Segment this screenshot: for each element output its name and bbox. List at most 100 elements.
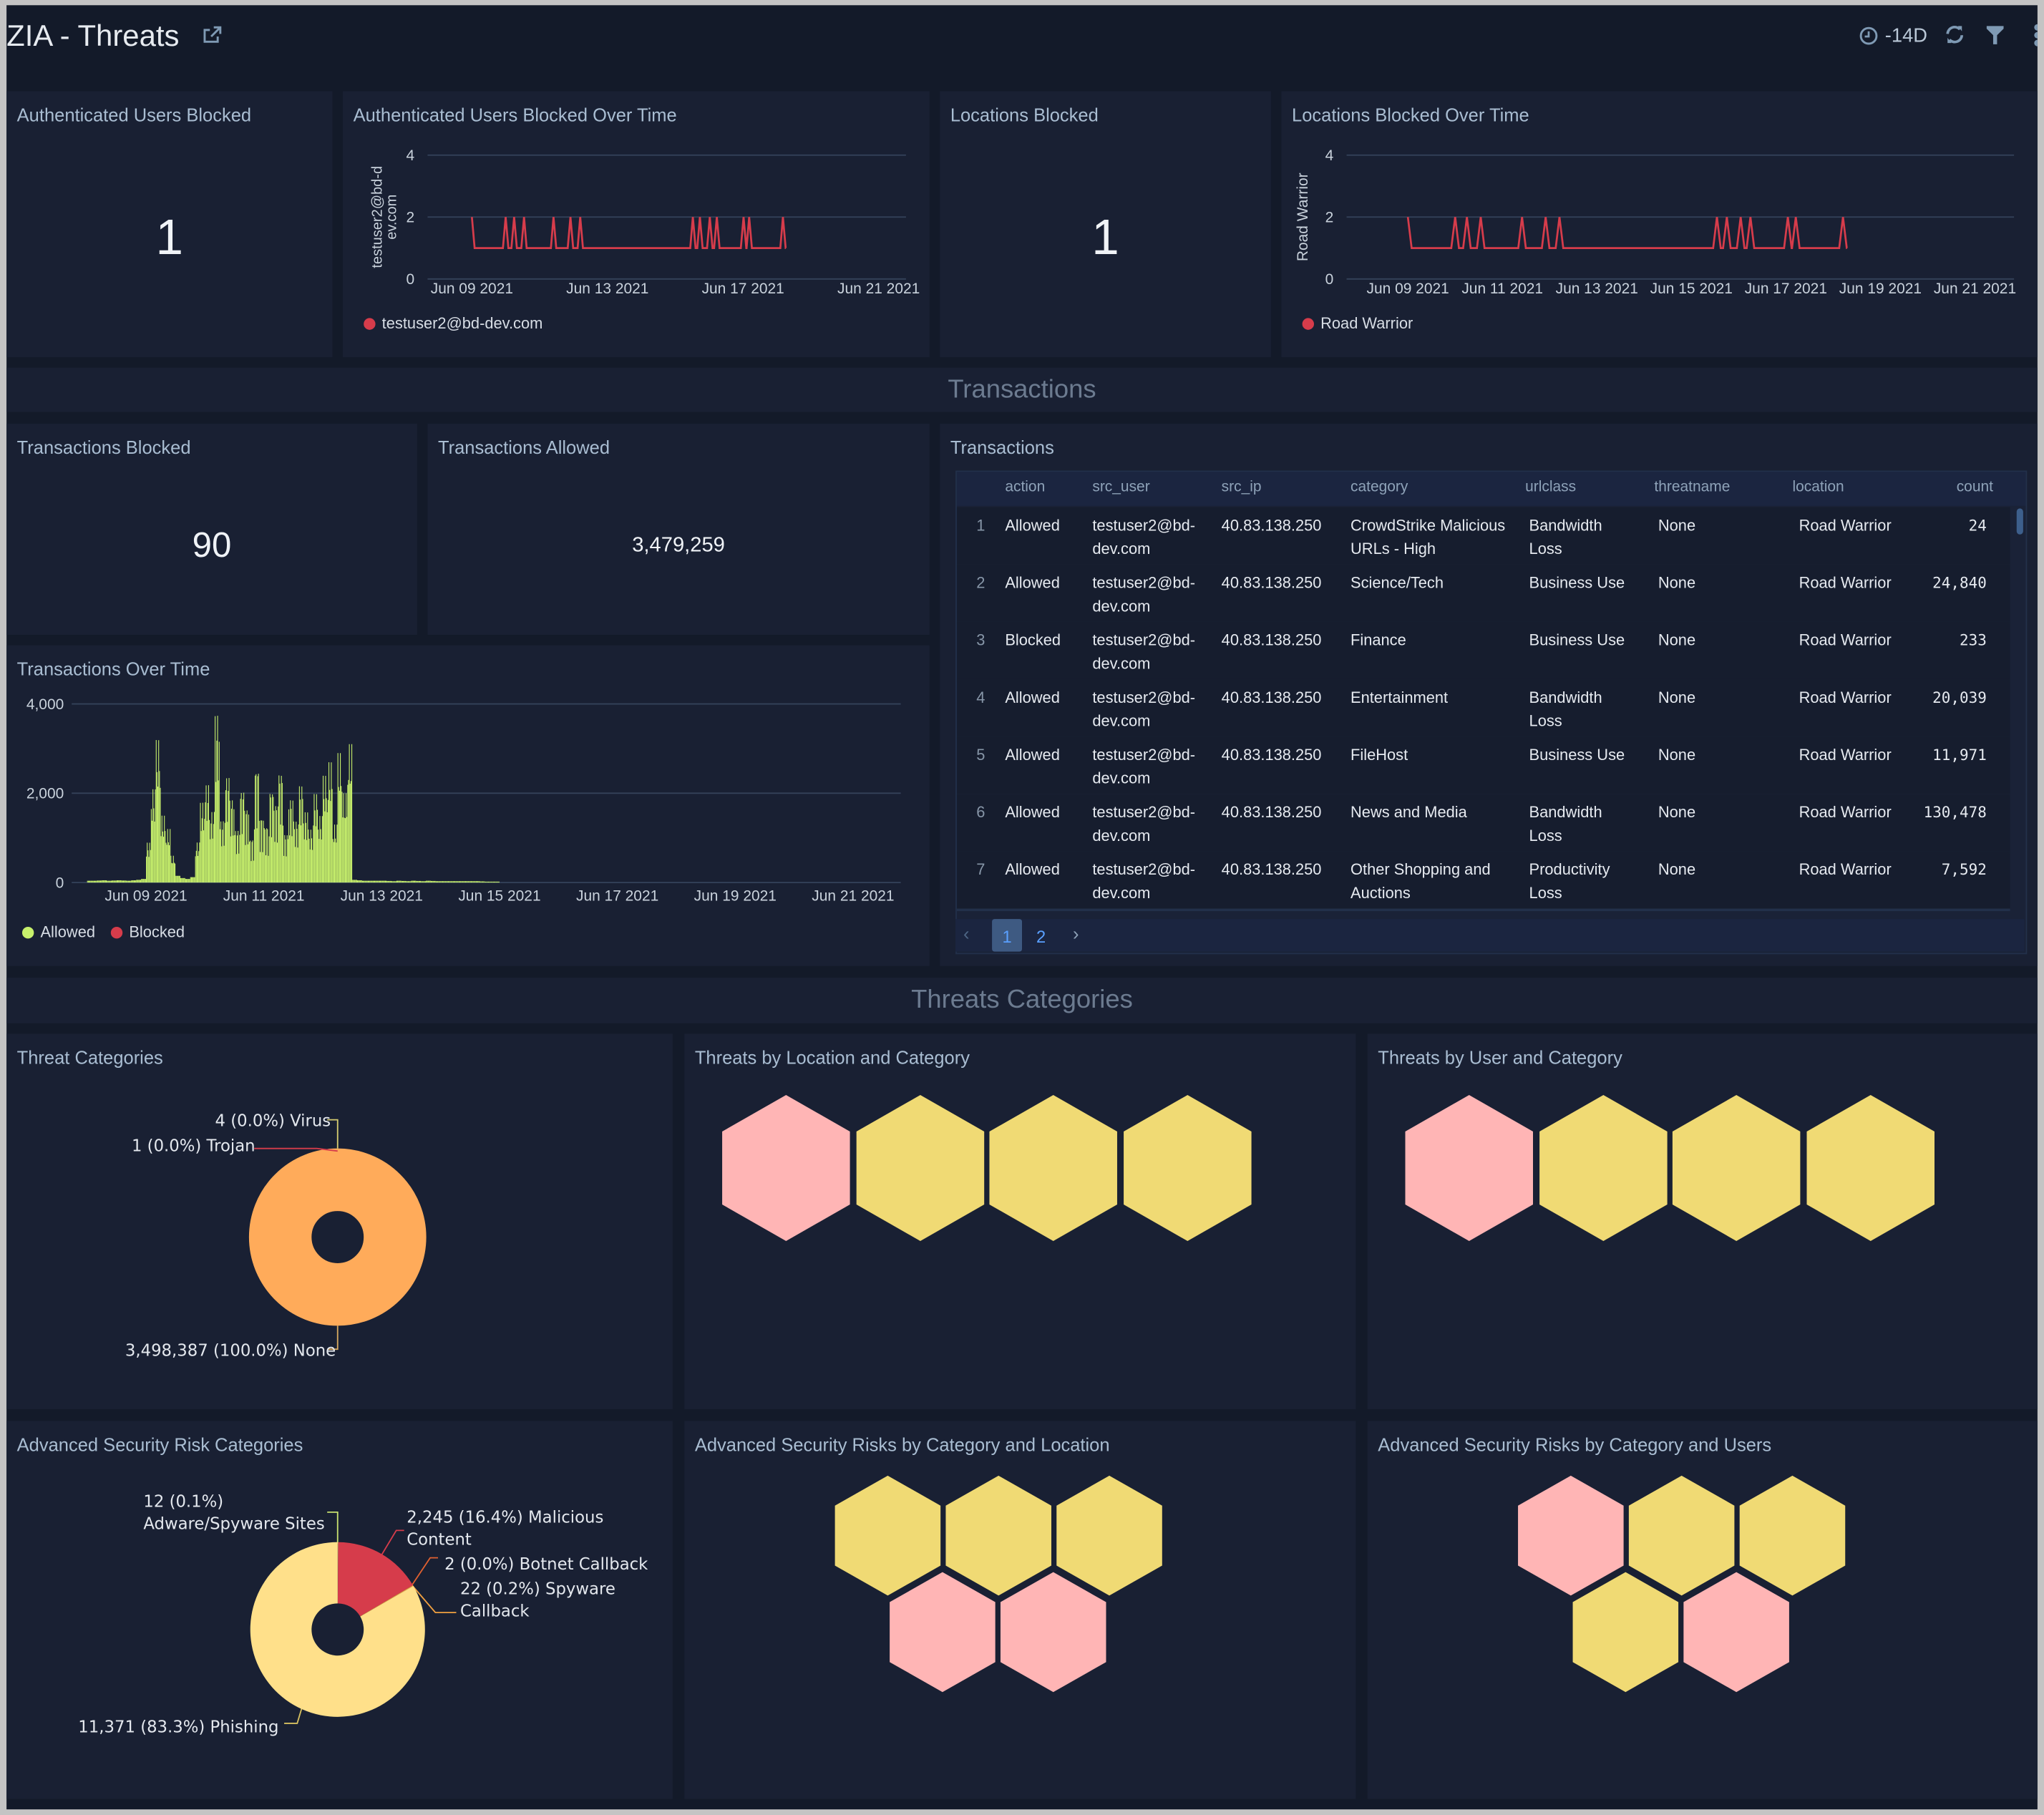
bar-allowed[interactable]	[266, 828, 268, 883]
bar-allowed[interactable]	[285, 839, 286, 883]
bar-allowed[interactable]	[404, 880, 406, 883]
bar-allowed[interactable]	[314, 810, 316, 883]
bar-allowed[interactable]	[374, 880, 376, 883]
bar-allowed[interactable]	[96, 880, 97, 883]
bar-allowed[interactable]	[182, 877, 184, 883]
bar-allowed[interactable]	[286, 835, 288, 883]
bar-allowed[interactable]	[162, 831, 163, 883]
bar-allowed[interactable]	[312, 850, 313, 883]
bar-allowed[interactable]	[361, 880, 363, 883]
bar-allowed[interactable]	[273, 810, 275, 883]
bar-allowed[interactable]	[152, 789, 154, 883]
bar-allowed[interactable]	[452, 881, 454, 883]
bar-allowed[interactable]	[169, 845, 170, 883]
bar-allowed[interactable]	[167, 842, 169, 883]
bar-allowed[interactable]	[101, 880, 102, 883]
bar-allowed[interactable]	[255, 775, 256, 883]
bar-allowed[interactable]	[293, 821, 294, 883]
bar-allowed[interactable]	[146, 856, 147, 883]
legend-item[interactable]: testuser2@bd-dev.com	[364, 314, 542, 332]
bar-allowed[interactable]	[341, 792, 343, 883]
bar-allowed[interactable]	[352, 880, 354, 883]
bar-allowed[interactable]	[92, 880, 93, 883]
bar-allowed[interactable]	[127, 880, 128, 883]
bar-allowed[interactable]	[193, 877, 195, 883]
bar-allowed[interactable]	[309, 849, 311, 883]
hexagon-cell[interactable]	[1056, 1475, 1162, 1596]
bar-allowed[interactable]	[456, 881, 457, 883]
bar-allowed[interactable]	[290, 800, 291, 883]
bar-allowed[interactable]	[464, 881, 465, 883]
bar-allowed[interactable]	[389, 880, 391, 883]
bar-allowed[interactable]	[206, 820, 208, 883]
bar-allowed[interactable]	[246, 810, 248, 883]
bar-allowed[interactable]	[414, 880, 416, 883]
bar-allowed[interactable]	[140, 880, 142, 883]
bar-allowed[interactable]	[236, 835, 238, 883]
more-icon[interactable]	[2031, 24, 2038, 47]
bar-allowed[interactable]	[474, 881, 476, 883]
bar-allowed[interactable]	[370, 880, 371, 883]
bar-allowed[interactable]	[233, 809, 235, 883]
table-scrollbar[interactable]	[2016, 508, 2023, 535]
bar-allowed[interactable]	[108, 880, 110, 883]
bar-allowed[interactable]	[325, 776, 326, 883]
bar-allowed[interactable]	[115, 880, 117, 883]
bar-allowed[interactable]	[137, 880, 139, 883]
bar-allowed[interactable]	[364, 880, 366, 883]
bar-allowed[interactable]	[181, 877, 182, 883]
bar-allowed[interactable]	[172, 863, 173, 883]
donut-slice-none[interactable]	[248, 1148, 427, 1326]
bar-allowed[interactable]	[369, 880, 371, 883]
bar-allowed[interactable]	[262, 852, 263, 883]
legend-item-allowed[interactable]: Allowed	[21, 923, 95, 941]
bar-allowed[interactable]	[248, 814, 250, 883]
bar-allowed[interactable]	[371, 880, 373, 883]
bar-allowed[interactable]	[276, 842, 278, 883]
bar-allowed[interactable]	[342, 817, 344, 883]
bar-allowed[interactable]	[392, 881, 394, 883]
bar-allowed[interactable]	[335, 838, 336, 883]
bar-allowed[interactable]	[155, 789, 156, 883]
bar-allowed[interactable]	[234, 834, 235, 883]
bar-allowed[interactable]	[258, 820, 260, 883]
bar-allowed[interactable]	[367, 880, 369, 883]
bar-allowed[interactable]	[384, 880, 385, 883]
bar-allowed[interactable]	[324, 811, 326, 883]
bar-allowed[interactable]	[460, 881, 462, 883]
bar-allowed[interactable]	[429, 880, 431, 883]
bar-allowed[interactable]	[348, 779, 349, 883]
bar-allowed[interactable]	[259, 852, 261, 883]
bar-allowed[interactable]	[241, 834, 243, 883]
bar-allowed[interactable]	[447, 881, 448, 883]
bar-allowed[interactable]	[143, 879, 145, 883]
bar-allowed[interactable]	[412, 880, 414, 883]
bar-allowed[interactable]	[334, 824, 336, 883]
bar-allowed[interactable]	[323, 799, 325, 883]
bar-allowed[interactable]	[117, 880, 119, 883]
bar-allowed[interactable]	[381, 880, 383, 883]
bar-allowed[interactable]	[450, 881, 452, 883]
bar-allowed[interactable]	[455, 881, 457, 883]
bar-allowed[interactable]	[95, 880, 97, 883]
bar-allowed[interactable]	[351, 744, 353, 883]
bar-allowed[interactable]	[409, 881, 411, 883]
bar-allowed[interactable]	[291, 836, 293, 883]
time-range[interactable]: -14D	[1884, 24, 1928, 47]
bar-allowed[interactable]	[416, 880, 417, 883]
bar-allowed[interactable]	[119, 880, 120, 883]
bar-allowed[interactable]	[127, 880, 129, 883]
hexagon-cell[interactable]	[1739, 1475, 1846, 1596]
bar-allowed[interactable]	[200, 831, 202, 883]
bar-allowed[interactable]	[397, 880, 399, 883]
bar-allowed[interactable]	[250, 861, 252, 883]
bar-allowed[interactable]	[110, 880, 112, 883]
bar-allowed[interactable]	[153, 808, 155, 883]
bar-allowed[interactable]	[203, 830, 205, 883]
bar-allowed[interactable]	[377, 880, 379, 883]
bar-allowed[interactable]	[163, 837, 165, 883]
bar-allowed[interactable]	[230, 836, 231, 883]
column-header-threatname[interactable]: threatname	[1654, 480, 1731, 496]
bar-allowed[interactable]	[92, 880, 94, 883]
donut-slice-spyware-callback[interactable]	[360, 1585, 414, 1617]
